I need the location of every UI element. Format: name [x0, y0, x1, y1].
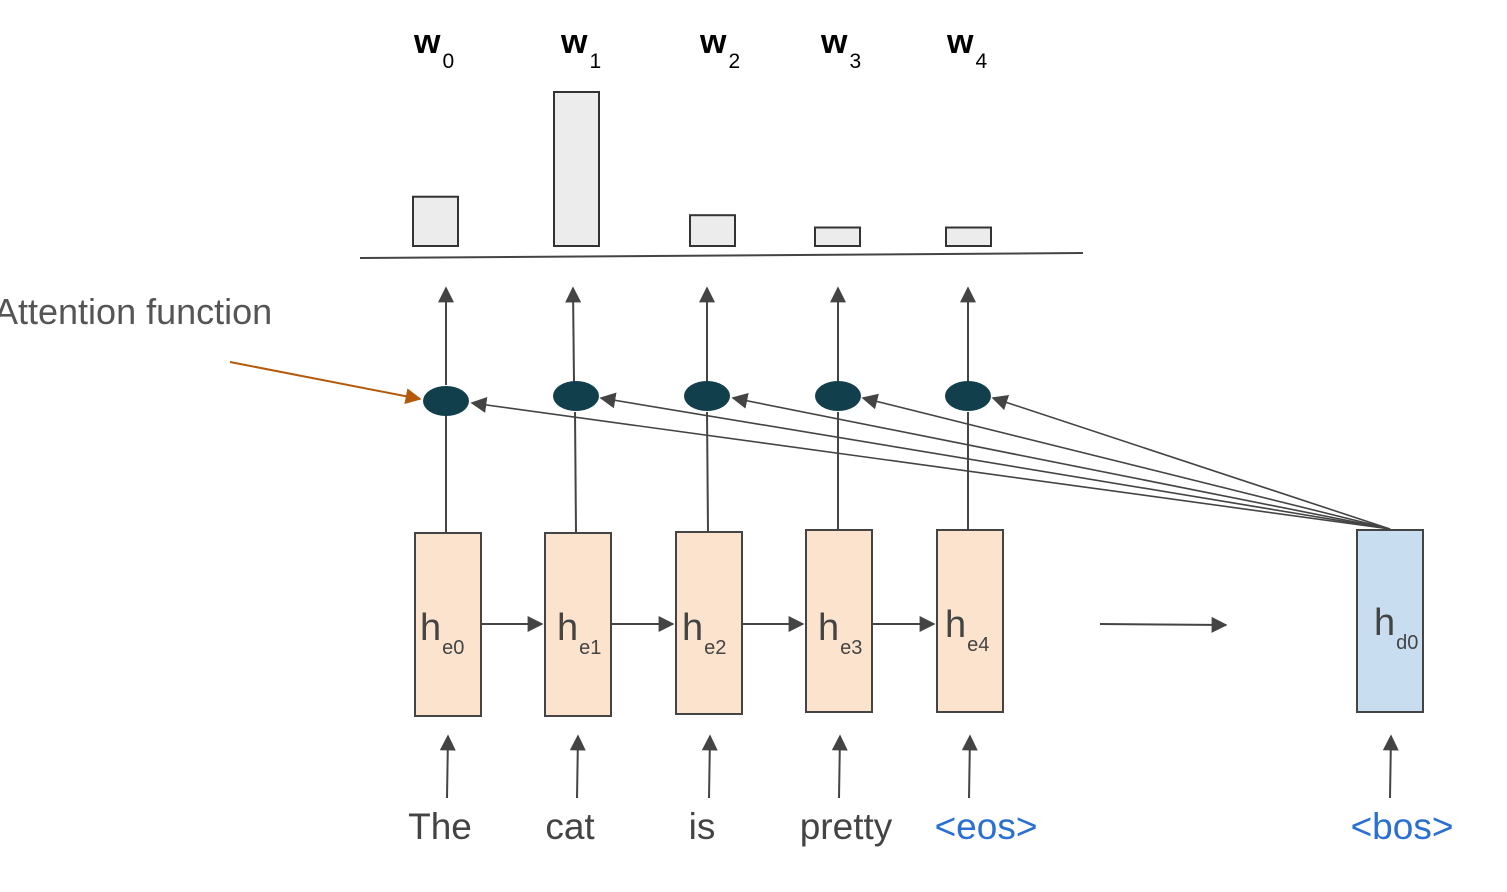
attention-node — [423, 386, 469, 416]
encoder-state-1: he1 — [544, 532, 612, 717]
weight-bar-3 — [814, 226, 861, 248]
weight-label-2: w2 — [699, 23, 740, 73]
weight-label-sub: 2 — [728, 50, 740, 73]
decoder-to-attention-arrow — [599, 392, 1391, 530]
encoder-to-decoder-arrow — [1099, 616, 1228, 633]
svg-text:hd0: hd0 — [1374, 602, 1418, 654]
hidden-state-base: h — [557, 607, 578, 649]
weight-label-base: w — [413, 23, 441, 61]
weight-label-1: w1 — [560, 23, 601, 73]
input-word: cat — [545, 806, 595, 847]
hidden-state-sub: e0 — [442, 637, 464, 659]
encoder-state-2: he2 — [675, 531, 743, 715]
weight-label-base: w — [560, 23, 588, 61]
weight-bar-1 — [553, 91, 600, 247]
svg-text:w4: w4 — [946, 23, 987, 73]
weight-label-base: w — [946, 23, 974, 61]
encoder-to-attention-line — [574, 411, 577, 534]
hidden-state-base: h — [818, 607, 839, 649]
input-arrow — [961, 734, 978, 799]
input-words: The cat is pretty <eos> <bos> — [408, 806, 1453, 847]
input-word: pretty — [800, 806, 893, 847]
attention-nodes — [423, 381, 991, 416]
svg-text:he3: he3 — [818, 607, 862, 659]
recurrent-arrows — [481, 616, 1228, 633]
hidden-state-base: h — [945, 604, 966, 646]
hidden-state-base: h — [420, 607, 441, 649]
svg-text:he0: he0 — [420, 607, 464, 659]
weight-label-3: w3 — [820, 23, 861, 73]
weight-label-base: w — [820, 23, 848, 61]
weight-label-sub: 0 — [442, 50, 454, 73]
hidden-state-sub: e4 — [967, 634, 989, 656]
input-arrow — [831, 734, 848, 799]
svg-text:w1: w1 — [560, 23, 601, 73]
input-arrow — [1382, 734, 1399, 799]
input-word: The — [408, 806, 472, 847]
weight-label-base: w — [699, 23, 727, 61]
hidden-state-sub: e3 — [840, 637, 862, 659]
svg-text:he4: he4 — [945, 604, 989, 656]
attention-node — [684, 381, 730, 411]
decoder-to-attention-arrow — [861, 393, 1391, 530]
decoder-input-word: <bos> — [1351, 806, 1454, 847]
weight-label-sub: 4 — [975, 50, 987, 73]
svg-text:w0: w0 — [413, 23, 454, 73]
encoder-to-attention-line — [706, 411, 709, 533]
encoder-states: he0 he1 he2 he3 he4 — [414, 529, 1004, 717]
decoder-to-attention-arrows — [470, 392, 1391, 530]
encoder-to-attention-lines — [445, 411, 969, 534]
decoder-state: hd0 — [1356, 529, 1424, 713]
decoder-to-attention-arrow — [470, 397, 1391, 530]
attention-node — [815, 381, 861, 411]
weight-label-sub: 3 — [849, 50, 861, 73]
decoder-to-attention-arrow — [731, 392, 1391, 530]
input-arrow — [569, 734, 586, 799]
attention-node — [553, 381, 599, 411]
input-word: is — [689, 806, 716, 847]
decoder-to-attention-arrow — [991, 394, 1391, 530]
input-arrow — [701, 734, 718, 799]
annotation-arrow — [229, 361, 422, 405]
hidden-state-base: h — [1374, 602, 1395, 644]
weight-label-0: w0 — [413, 23, 454, 73]
bar-baseline — [359, 252, 1084, 259]
svg-text:w2: w2 — [699, 23, 740, 73]
input-arrows — [439, 734, 1399, 799]
attention-output-arrow — [565, 286, 582, 383]
hidden-state-sub: e1 — [579, 637, 601, 659]
attention-output-arrows — [438, 286, 976, 385]
weight-bar-0 — [412, 195, 459, 247]
hidden-state-base: h — [682, 607, 703, 649]
weight-bars — [412, 91, 992, 248]
input-word-special: <eos> — [935, 806, 1038, 847]
weight-bar-2 — [689, 214, 736, 247]
encoder-state-0: he0 — [414, 532, 482, 717]
attention-function-label: Attention function — [0, 291, 272, 332]
hidden-state-sub: d0 — [1396, 632, 1418, 654]
svg-text:w3: w3 — [820, 23, 861, 73]
weight-bar-4 — [945, 226, 992, 248]
svg-text:he1: he1 — [557, 607, 601, 659]
attention-node — [945, 381, 991, 411]
encoder-state-3: he3 — [805, 529, 873, 713]
input-arrow — [439, 734, 456, 799]
hidden-state-sub: e2 — [704, 637, 726, 659]
weight-label-4: w4 — [946, 23, 987, 73]
weight-label-sub: 1 — [589, 50, 601, 73]
svg-text:he2: he2 — [682, 607, 726, 659]
encoder-state-4: he4 — [936, 529, 1004, 713]
